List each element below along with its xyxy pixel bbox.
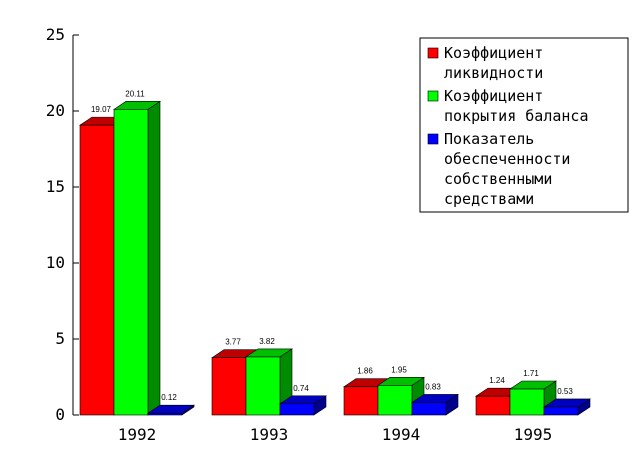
bar	[279, 395, 327, 416]
y-tick-label: 25	[46, 25, 65, 44]
bar-front-face	[543, 406, 579, 416]
legend-label: Коэффициент	[444, 87, 543, 105]
y-tick-label: 20	[46, 101, 65, 120]
y-tick-label: 10	[46, 253, 65, 272]
legend-label: Коэффициент	[444, 44, 543, 62]
data-label: 3.82	[259, 337, 275, 346]
legend-box	[419, 37, 629, 213]
data-label: 19.07	[91, 105, 112, 114]
legend-label: ликвидности	[444, 64, 543, 82]
legend-swatch	[427, 90, 439, 102]
bar-front-face	[279, 403, 315, 416]
bar-front-face	[343, 386, 379, 416]
data-label: 0.74	[293, 384, 309, 393]
bar-front-face	[245, 356, 281, 416]
axes: 0 5 10 15 20 25 1992 1993 1994 1995	[46, 25, 553, 444]
y-tick-label: 5	[55, 329, 65, 348]
bar-front-face	[147, 412, 183, 416]
bar-side-face	[147, 100, 161, 416]
bar-front-face	[509, 388, 545, 416]
data-label: 1.95	[391, 365, 407, 374]
bar	[147, 404, 195, 416]
x-category-label: 1995	[514, 425, 553, 444]
bar	[543, 398, 591, 416]
bars	[79, 100, 591, 416]
data-label: 1.86	[357, 367, 373, 376]
y-tick-label: 0	[55, 405, 65, 424]
x-category-label: 1993	[250, 425, 289, 444]
data-label: 0.53	[557, 387, 573, 396]
bar-front-face	[211, 357, 247, 416]
bar	[113, 100, 161, 416]
legend: Коэффициент ликвидности Коэффициент покрыти…	[419, 37, 629, 213]
legend-swatch	[427, 47, 439, 59]
data-label: 0.83	[425, 382, 441, 391]
data-label: 0.12	[161, 393, 177, 402]
legend-label: покрытия баланса	[444, 107, 589, 125]
legend-label: собственными	[444, 170, 552, 188]
bar	[245, 348, 293, 416]
legend-label: обеспеченности	[444, 150, 570, 168]
legend-label: средствами	[444, 190, 534, 208]
x-category-label: 1994	[382, 425, 421, 444]
y-tick-label: 15	[46, 177, 65, 196]
data-label: 1.71	[523, 369, 539, 378]
bar-front-face	[377, 385, 413, 416]
bar-front-face	[113, 109, 149, 416]
data-label: 3.77	[225, 338, 241, 347]
bar	[411, 393, 459, 416]
bar-front-face	[475, 395, 511, 416]
legend-swatch	[427, 133, 439, 145]
bar-front-face	[411, 402, 447, 416]
data-label: 20.11	[125, 89, 145, 98]
legend-label: Показатель	[444, 130, 534, 148]
data-label: 1.24	[489, 376, 505, 385]
data-labels: 19.07 20.11 0.12 3.77 3.82 0.74 1.86 1.95 0.83 1.…	[91, 89, 573, 402]
x-category-label: 1992	[118, 425, 157, 444]
bar-front-face	[79, 124, 115, 416]
